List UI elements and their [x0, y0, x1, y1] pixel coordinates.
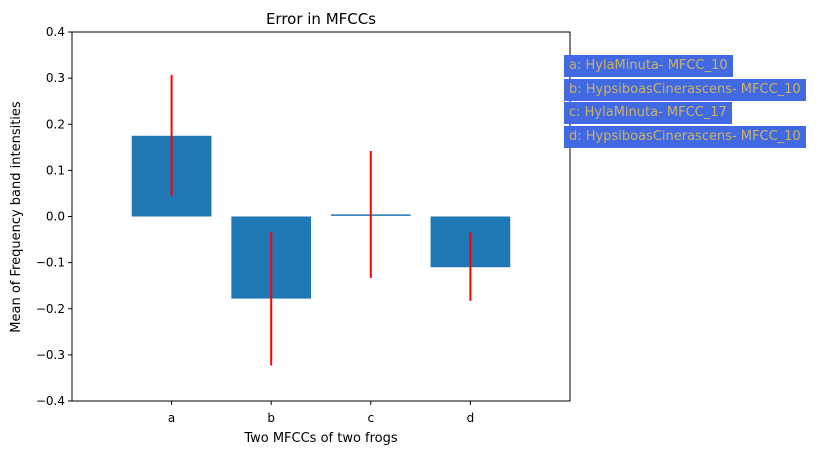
annotation-box: c: HylaMinuta- MFCC_17	[564, 102, 732, 124]
y-tick-label: −0.3	[36, 348, 65, 362]
annotation-box: d: HypsiboasCinerascens- MFCC_10	[564, 125, 806, 148]
y-tick-label: −0.2	[36, 302, 65, 316]
y-axis-label: Mean of Frequency band intensities	[9, 101, 24, 333]
y-tick-label: 0.1	[46, 163, 65, 177]
x-tick-label-c: c	[367, 411, 374, 425]
y-tick-label: −0.4	[36, 394, 65, 408]
y-tick-label: 0.4	[46, 25, 65, 39]
y-tick-label: −0.1	[36, 256, 65, 270]
annotation-box: b: HypsiboasCinerascens- MFCC_10	[564, 78, 806, 101]
x-tick-label-d: d	[467, 411, 475, 425]
chart-title: Error in MFCCs	[266, 10, 376, 28]
y-tick-label: 0.2	[46, 117, 65, 131]
annotation-box: a: HylaMinuta- MFCC_10	[564, 55, 733, 77]
x-axis-label: Two MFCCs of two frogs	[243, 431, 398, 446]
y-tick-label: 0.0	[46, 210, 65, 224]
x-tick-label-a: a	[168, 411, 175, 425]
x-tick-label-b: b	[267, 411, 275, 425]
y-tick-label: 0.3	[46, 71, 65, 85]
